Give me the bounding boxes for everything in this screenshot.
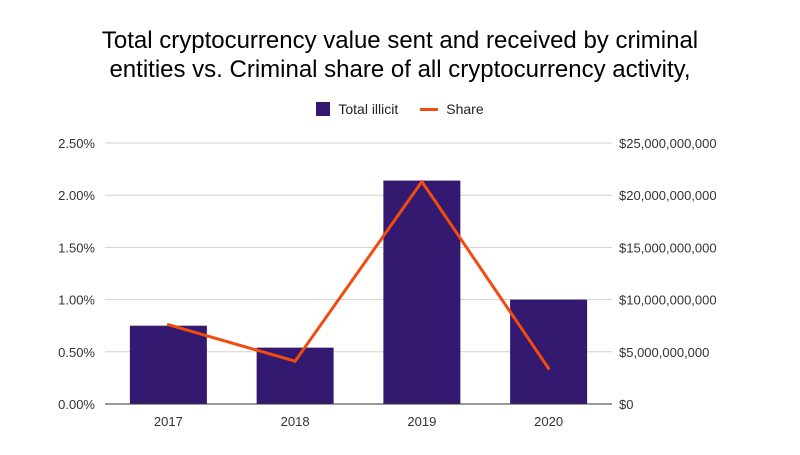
left-axis-tick-label: 1.50% <box>58 240 95 255</box>
right-axis-tick-label: $10,000,000,000 <box>619 293 717 308</box>
x-axis-tick-label: 2018 <box>281 414 310 429</box>
right-axis-tick-label: $20,000,000,000 <box>619 188 717 203</box>
chart-title-line-2: entities vs. Criminal share of all crypt… <box>109 56 691 83</box>
left-axis-tick-label: 2.00% <box>58 188 95 203</box>
legend-item-total-illicit: Total illicit <box>316 101 398 117</box>
chart-title-line-1: Total cryptocurrency value sent and rece… <box>101 27 699 54</box>
right-axis-tick-label: $0 <box>619 397 633 412</box>
bar <box>256 347 334 404</box>
right-axis-tick-label: $15,000,000,000 <box>619 240 717 255</box>
right-axis-tick-label: $25,000,000,000 <box>619 136 717 151</box>
legend: Total illicit Share <box>0 101 800 117</box>
legend-label-share: Share <box>446 101 484 117</box>
right-axis-tick-label: $5,000,000,000 <box>619 345 709 360</box>
x-axis-tick-label: 2019 <box>407 414 436 429</box>
x-axis-tick-label: 2020 <box>534 414 563 429</box>
bar <box>383 180 461 404</box>
share-point <box>293 359 297 363</box>
left-axis-tick-label: 0.50% <box>58 345 95 360</box>
legend-swatch-line <box>420 107 439 111</box>
left-axis-tick-label: 0.00% <box>58 397 95 412</box>
share-point <box>420 180 424 184</box>
bar <box>510 299 588 404</box>
left-axis-tick-label: 2.50% <box>58 136 95 151</box>
share-point <box>547 367 551 371</box>
left-axis-tick-label: 1.00% <box>58 293 95 308</box>
legend-swatch-bar <box>316 102 331 116</box>
x-axis-tick-label: 2017 <box>154 414 183 429</box>
legend-item-share: Share <box>420 101 484 117</box>
legend-label-total-illicit: Total illicit <box>338 101 399 117</box>
share-line <box>167 180 550 370</box>
share-point <box>166 323 170 327</box>
bar <box>129 325 207 404</box>
